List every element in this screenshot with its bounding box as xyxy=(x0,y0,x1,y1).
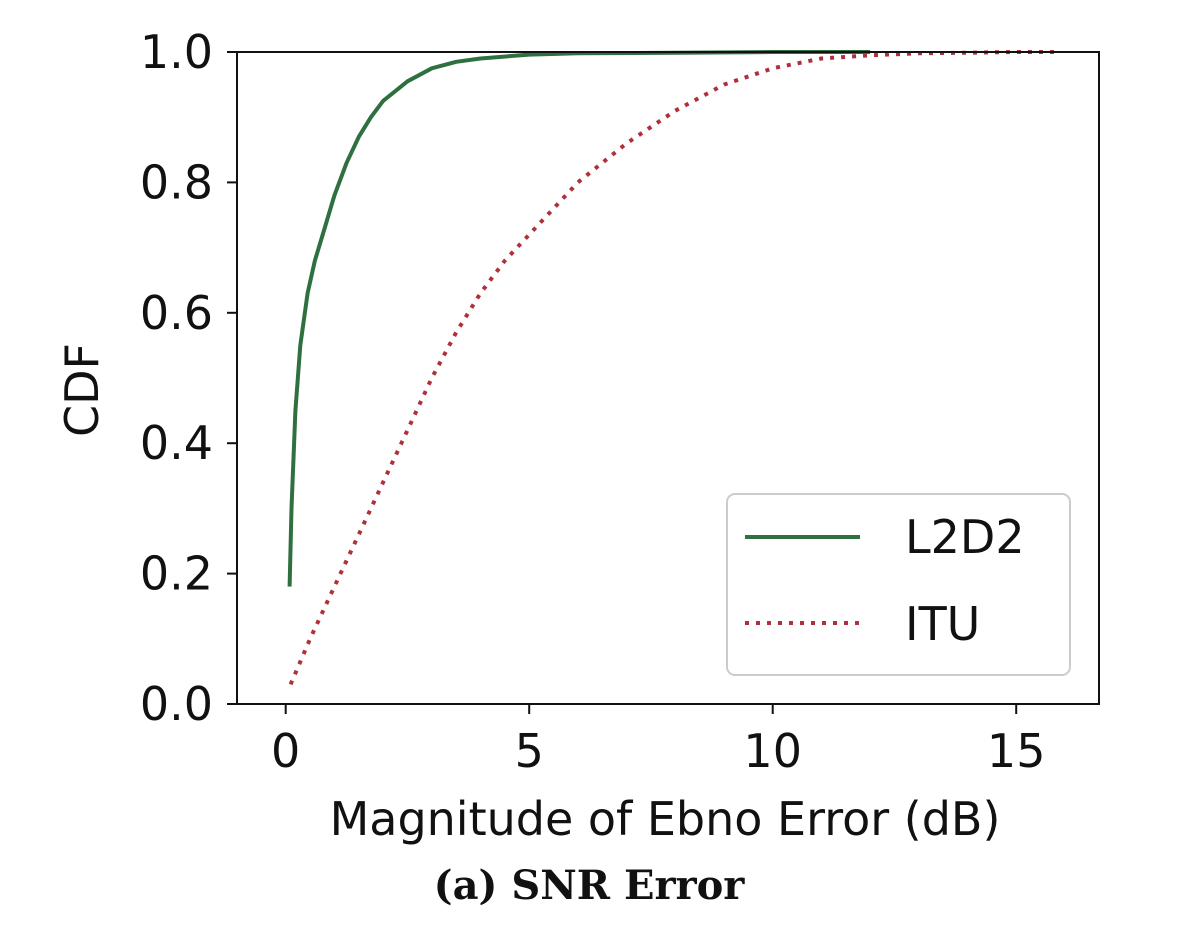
x-axis-ticks: 0 5 10 15 xyxy=(271,704,1045,778)
x-tick-label: 15 xyxy=(987,724,1046,778)
legend-label-l2d2: L2D2 xyxy=(905,510,1025,564)
x-tick-label: 0 xyxy=(271,724,300,778)
y-tick-label: 0.0 xyxy=(140,677,213,731)
legend: L2D2 ITU xyxy=(726,493,1071,676)
figure-caption: (a) SNR Error xyxy=(433,862,745,909)
y-tick-label: 0.4 xyxy=(140,416,213,470)
cdf-chart: 0 5 10 15 0.0 0.2 0.4 0.6 0.8 1.0 Magnitude of E… xyxy=(55,25,1100,846)
y-tick-label: 0.2 xyxy=(140,547,213,601)
x-tick-label: 10 xyxy=(743,724,802,778)
y-tick-label: 1.0 xyxy=(140,25,213,79)
y-tick-label: 0.6 xyxy=(140,286,213,340)
y-axis-ticks: 0.0 0.2 0.4 0.6 0.8 1.0 xyxy=(140,25,237,731)
legend-label-itu: ITU xyxy=(905,597,980,651)
series-line-l2d2 xyxy=(287,50,871,587)
plot-frame xyxy=(236,51,1100,705)
y-tick-label: 0.8 xyxy=(140,155,213,209)
series-layer xyxy=(287,50,1056,686)
x-axis-label: Magnitude of Ebno Error (dB) xyxy=(330,792,1001,846)
y-axis-label: CDF xyxy=(55,343,109,437)
x-tick-label: 5 xyxy=(515,724,544,778)
legend-box xyxy=(726,493,1071,676)
